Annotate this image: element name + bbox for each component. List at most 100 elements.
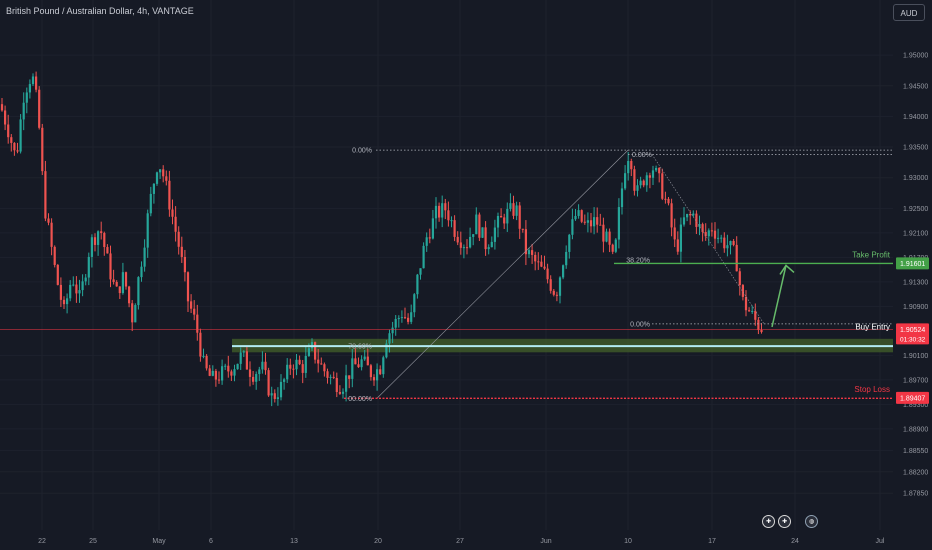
candle-body: [410, 312, 413, 322]
candle-body: [211, 370, 214, 376]
candle-body: [717, 237, 720, 239]
candle-body: [416, 274, 419, 295]
candle-body: [496, 215, 500, 228]
candle-body: [186, 272, 190, 302]
candle-body: [357, 364, 360, 368]
candle-body: [686, 214, 689, 218]
candle-body: [633, 169, 636, 191]
candle-body: [72, 284, 75, 286]
candle-body: [484, 227, 487, 250]
globe-event-icon[interactable]: ◍: [805, 515, 818, 528]
candle-body: [22, 102, 25, 120]
candle-body: [348, 375, 351, 379]
candle-body: [695, 213, 698, 227]
candle-body: [205, 355, 208, 369]
candle-body: [713, 230, 717, 239]
candle-body: [732, 240, 735, 245]
candle-body: [159, 169, 162, 173]
y-tick-label: 1.89700: [903, 377, 928, 384]
candle-body: [614, 239, 617, 252]
candle-body: [673, 227, 676, 240]
candle-body: [509, 203, 512, 209]
candle-body: [214, 370, 217, 380]
candle-body: [512, 203, 515, 216]
candle-body: [391, 327, 394, 334]
candle-body: [307, 348, 310, 356]
fib-trendline: [376, 149, 629, 399]
fib-label: 0.00%: [352, 148, 372, 155]
candle-body: [335, 377, 338, 393]
candle-body: [208, 368, 211, 376]
candle-body: [481, 227, 484, 238]
y-tick-label: 1.90100: [903, 353, 928, 360]
candle-body: [329, 376, 332, 378]
y-tick-label: 1.92500: [903, 206, 928, 213]
candle-body: [710, 230, 713, 232]
take-profit-price-tag: [896, 257, 929, 270]
candle-body: [270, 393, 273, 396]
fib-label: 38.20%: [626, 257, 650, 264]
candle-body: [428, 237, 431, 239]
candle-body: [487, 247, 490, 250]
candle-body: [444, 203, 447, 211]
fib-trendline: [651, 154, 765, 325]
candle-body: [165, 176, 168, 181]
candle-body: [757, 319, 760, 330]
y-tick-label: 1.93000: [903, 175, 928, 182]
y-tick-label: 1.93500: [903, 145, 928, 152]
candle-body: [140, 266, 143, 278]
candle-body: [19, 119, 22, 152]
candle-body: [667, 198, 670, 204]
x-tick-label: 13: [290, 538, 298, 545]
candle-body: [245, 351, 248, 370]
candle-body: [751, 310, 754, 312]
candle-body: [38, 89, 41, 128]
candle-body: [627, 160, 630, 174]
currency-selector-button[interactable]: AUD: [893, 4, 925, 21]
y-tick-label: 1.89300: [903, 402, 928, 409]
candle-body: [289, 364, 292, 369]
candle-body: [438, 205, 441, 218]
x-tick-label: 22: [38, 538, 46, 545]
candle-body: [199, 332, 202, 357]
candle-body: [500, 215, 503, 218]
candle-body: [698, 224, 701, 227]
candle-body: [242, 351, 245, 353]
candle-body: [16, 150, 19, 152]
candle-body: [87, 256, 90, 278]
candle-body: [447, 210, 450, 221]
candle-body: [341, 391, 345, 394]
candle-body: [90, 237, 93, 257]
candle-body: [425, 237, 428, 246]
stop-loss-label: Stop Loss: [854, 385, 890, 394]
buy-entry-label: Buy Entry: [855, 322, 890, 331]
candle-body: [741, 285, 744, 297]
candle-body: [78, 290, 81, 294]
candle-body: [608, 231, 611, 245]
candle-body: [586, 220, 589, 223]
candle-body: [236, 363, 239, 370]
candle-body: [552, 290, 555, 295]
candle-body: [689, 214, 692, 216]
candle-body: [596, 217, 599, 225]
candle-body: [704, 232, 707, 237]
candle-body: [521, 228, 524, 230]
candle-body: [193, 308, 196, 315]
uk-flag-event-icon[interactable]: ✚: [778, 515, 791, 528]
candle-body: [258, 369, 261, 375]
uk-flag-event-icon[interactable]: ✚: [762, 515, 775, 528]
candle-body: [658, 167, 661, 174]
candle-body: [202, 355, 205, 357]
candle-body: [196, 314, 199, 333]
candle-body: [642, 180, 645, 186]
candle-body: [279, 381, 283, 398]
candle-body: [351, 358, 354, 379]
candle-body: [624, 173, 627, 189]
candle-body: [738, 271, 741, 286]
candle-body: [664, 198, 667, 200]
candle-body: [599, 224, 602, 226]
fib-label: 78.60%: [348, 344, 372, 351]
candle-body: [661, 173, 664, 199]
candle-body: [276, 397, 279, 399]
